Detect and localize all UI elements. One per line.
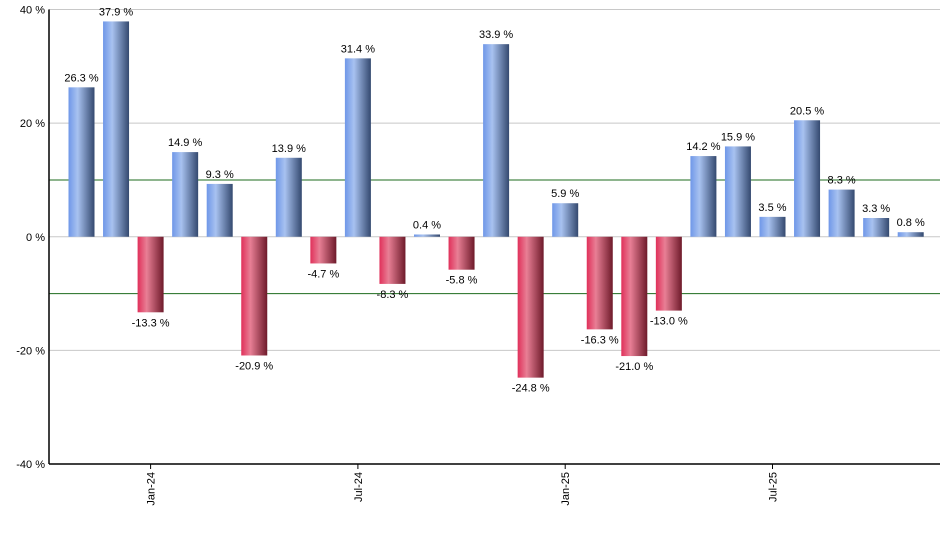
bar (828, 189, 855, 237)
data-label: 31.4 % (341, 43, 375, 55)
data-label: 13.9 % (272, 143, 306, 155)
bar (863, 218, 890, 237)
bar (414, 234, 440, 237)
bar (344, 58, 371, 237)
data-label: -13.3 % (132, 317, 170, 329)
data-label: -16.3 % (581, 334, 619, 346)
data-label: -4.7 % (307, 268, 339, 280)
bar (552, 203, 579, 237)
data-label: -13.0 % (650, 316, 688, 328)
bar (655, 236, 682, 311)
bar (310, 236, 337, 264)
bar (724, 146, 751, 237)
bar (621, 236, 648, 357)
bar (275, 157, 302, 237)
data-label: -24.8 % (512, 383, 550, 395)
y-tick-label: 20 % (20, 118, 45, 130)
bar (137, 236, 164, 313)
bars: 26.3 % 37.9 % -13.3 % 14.9 % 9.3 % -20.9 % 13.… (64, 6, 925, 394)
data-label: 3.3 % (862, 203, 890, 215)
bar (517, 236, 544, 378)
data-label: 37.9 % (99, 6, 133, 18)
bar (690, 156, 717, 237)
data-label: 33.9 % (479, 29, 513, 41)
y-tick-label: 40 % (20, 5, 45, 17)
y-tick-label: 0 % (26, 232, 45, 244)
data-label: -21.0 % (615, 361, 653, 373)
data-label: 5.9 % (551, 188, 579, 200)
data-label: -8.3 % (377, 289, 409, 301)
bar (172, 152, 199, 237)
bar (103, 21, 130, 237)
data-label: 26.3 % (64, 72, 98, 84)
y-tick-label: -20 % (16, 345, 45, 357)
y-tick-label: -40 % (16, 459, 45, 471)
bar (897, 232, 924, 237)
bar (68, 87, 95, 237)
bar (448, 236, 475, 270)
x-tick-label: Jan-24 (146, 472, 158, 506)
data-label: -20.9 % (235, 360, 273, 372)
data-label: -5.8 % (446, 275, 478, 287)
bar (483, 44, 510, 237)
x-tick-label: Jul-25 (768, 472, 780, 502)
data-label: 0.4 % (413, 219, 441, 231)
bar (379, 236, 406, 284)
data-label: 14.9 % (168, 137, 202, 149)
data-label: 14.2 % (686, 141, 720, 153)
data-label: 9.3 % (206, 169, 234, 181)
x-tick-label: Jul-24 (353, 472, 365, 502)
data-label: 0.8 % (897, 217, 925, 229)
axes: 40 % 20 % 0 % -20 % -40 % Jan-24 Jul-24 Jan-25 J… (16, 5, 940, 506)
bar (241, 236, 268, 356)
data-label: 15.9 % (721, 131, 755, 143)
bar (794, 120, 821, 237)
bar (759, 216, 786, 237)
data-label: 3.5 % (758, 202, 786, 214)
data-label: 20.5 % (790, 105, 824, 117)
bar (586, 236, 613, 330)
x-tick-label: Jan-25 (560, 472, 572, 506)
bar (206, 183, 233, 237)
data-label: 8.3 % (828, 175, 856, 187)
